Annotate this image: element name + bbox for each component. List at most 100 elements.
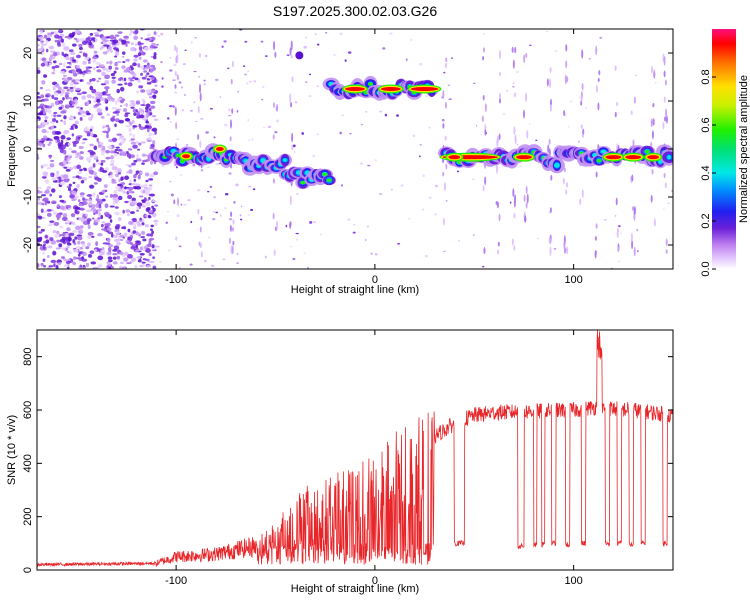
- noise-streak: [444, 135, 447, 141]
- noise-speck: [88, 203, 93, 206]
- noise-speck: [41, 176, 47, 179]
- noise-speck: [588, 58, 591, 60]
- noise-speck: [139, 219, 143, 222]
- noise-streak: [442, 171, 445, 177]
- noise-speck: [69, 56, 73, 62]
- noise-speck: [42, 164, 49, 167]
- noise-speck: [60, 135, 66, 140]
- noise-speck: [70, 213, 76, 218]
- noise-speck: [339, 131, 342, 135]
- noise-streak: [174, 45, 177, 52]
- noise-speck: [79, 168, 83, 172]
- noise-speck: [169, 105, 173, 108]
- noise-speck: [105, 81, 110, 84]
- noise-speck: [147, 207, 151, 211]
- noise-speck: [104, 203, 109, 208]
- noise-speck: [134, 77, 139, 81]
- noise-speck: [97, 255, 104, 261]
- noise-speck: [134, 186, 138, 190]
- noise-speck: [122, 51, 126, 55]
- noise-streak: [565, 189, 568, 195]
- ridge-hot: [644, 149, 650, 154]
- noise-speck: [87, 71, 92, 75]
- noise-speck: [200, 117, 204, 120]
- noise-streak: [499, 72, 502, 77]
- noise-streak: [525, 52, 528, 58]
- noise-speck: [119, 265, 123, 269]
- noise-speck: [111, 106, 117, 110]
- noise-speck: [124, 175, 130, 180]
- noise-speck: [443, 71, 446, 74]
- noise-speck: [112, 115, 116, 118]
- noise-speck: [316, 85, 319, 88]
- noise-speck: [123, 138, 126, 141]
- noise-speck: [130, 141, 137, 145]
- noise-speck: [68, 251, 73, 255]
- noise-speck: [48, 265, 54, 268]
- noise-speck: [106, 113, 110, 116]
- noise-streak: [499, 50, 502, 60]
- noise-speck: [366, 225, 369, 228]
- noise-speck: [304, 81, 308, 84]
- noise-speck: [95, 210, 99, 215]
- noise-speck: [55, 247, 61, 250]
- noise-speck: [58, 106, 63, 110]
- noise-speck: [74, 206, 81, 210]
- noise-speck: [77, 240, 81, 245]
- noise-speck: [578, 140, 580, 143]
- noise-speck: [215, 211, 219, 214]
- noise-speck: [333, 53, 336, 56]
- noise-speck: [353, 223, 356, 226]
- noise-speck: [37, 201, 43, 206]
- noise-speck: [81, 251, 87, 257]
- noise-speck: [79, 151, 84, 155]
- noise-speck: [56, 41, 61, 46]
- noise-speck: [239, 214, 242, 217]
- noise-speck: [122, 191, 127, 194]
- noise-speck: [228, 108, 231, 112]
- noise-speck: [148, 178, 153, 181]
- noise-speck: [223, 207, 227, 210]
- noise-speck: [66, 245, 70, 249]
- noise-streak: [564, 247, 567, 253]
- noise-speck: [58, 62, 63, 66]
- noise-streak: [513, 200, 516, 208]
- noise-speck: [125, 209, 131, 213]
- noise-speck: [50, 240, 57, 245]
- noise-speck: [244, 73, 247, 76]
- colorbar-tick-label: 0.4: [700, 165, 712, 180]
- noise-speck: [50, 259, 57, 264]
- noise-streak: [199, 226, 202, 233]
- noise-speck: [117, 195, 123, 201]
- noise-streak: [663, 70, 666, 78]
- noise-speck: [237, 90, 239, 93]
- noise-streak: [664, 182, 667, 189]
- noise-speck: [106, 242, 111, 245]
- noise-speck: [59, 225, 64, 229]
- noise-speck: [400, 184, 404, 187]
- noise-speck: [428, 197, 432, 199]
- noise-speck: [148, 96, 154, 99]
- noise-speck: [57, 139, 60, 143]
- noise-speck: [135, 140, 140, 144]
- noise-streak: [548, 138, 551, 145]
- noise-speck: [339, 32, 343, 36]
- noise-streak: [526, 129, 529, 139]
- noise-speck: [70, 221, 74, 225]
- noise-speck: [181, 109, 185, 112]
- noise-speck: [111, 181, 117, 184]
- noise-speck: [209, 107, 213, 110]
- noise-streak: [514, 92, 517, 98]
- noise-speck: [125, 67, 129, 72]
- noise-speck: [106, 237, 111, 243]
- noise-speck: [114, 206, 119, 209]
- noise-speck: [37, 237, 42, 242]
- snr-y-tick-label: 400: [22, 454, 34, 472]
- noise-speck: [100, 116, 105, 119]
- noise-speck: [66, 266, 70, 269]
- noise-speck: [135, 170, 140, 174]
- noise-speck: [139, 114, 145, 119]
- noise-speck: [101, 145, 106, 151]
- noise-speck: [105, 93, 112, 97]
- colorbar-tick-label: 0.8: [700, 69, 712, 84]
